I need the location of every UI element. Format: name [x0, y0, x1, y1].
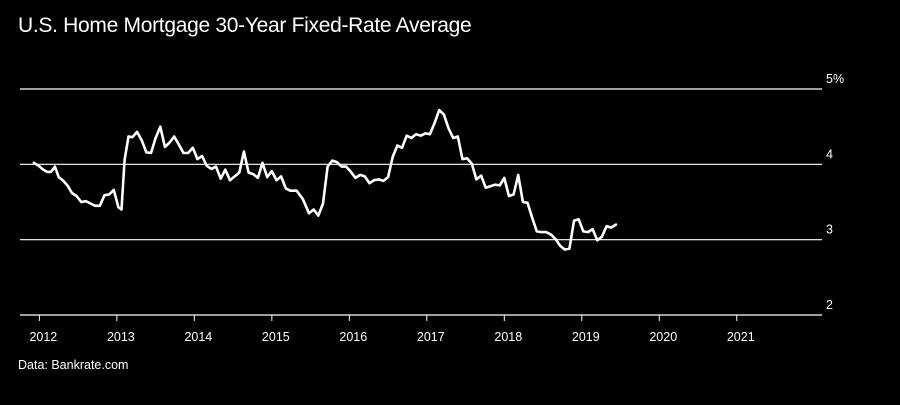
- x-tick-label: 2019: [572, 330, 600, 344]
- source-note: Data: Bankrate.com: [18, 358, 129, 372]
- y-tick-label: 3: [826, 223, 833, 237]
- x-axis: 2012 2013 2014 2015 2016 2017 2018 2019 2020 2021: [20, 314, 822, 344]
- x-tick-label: 2018: [494, 330, 522, 344]
- y-tick-label: 5%: [826, 72, 844, 86]
- series-layer: [32, 108, 618, 251]
- series-line-0: [32, 108, 618, 251]
- x-tick-label: 2021: [727, 330, 755, 344]
- chart-title: U.S. Home Mortgage 30-Year Fixed-Rate Av…: [18, 14, 472, 37]
- x-tick-label: 2014: [184, 330, 212, 344]
- x-tick-label: 2020: [649, 330, 677, 344]
- y-tick-label: 2: [826, 298, 833, 312]
- gridlines: [20, 88, 822, 241]
- x-tick-label: 2017: [417, 330, 445, 344]
- y-tick-label: 4: [826, 147, 833, 161]
- x-tick-label: 2012: [29, 330, 57, 344]
- x-tick-label: 2016: [339, 330, 367, 344]
- x-tick-label: 2015: [262, 330, 290, 344]
- y-axis-ticks: 2 3 4 5%: [826, 72, 844, 312]
- x-tick-label: 2013: [107, 330, 135, 344]
